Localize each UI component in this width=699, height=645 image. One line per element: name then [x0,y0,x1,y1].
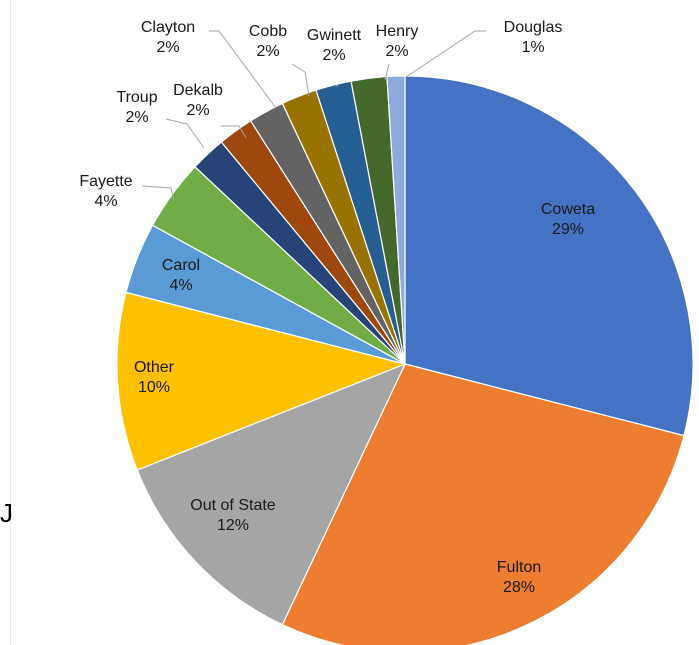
pie-slice-douglas [386,75,406,365]
leader-line-fayette [141,185,175,201]
data-label-fayette: Fayette 4% [79,173,132,210]
leader-line-henry [384,63,390,81]
data-label-gwinett: Gwinett 2% [307,27,362,64]
data-label-other: Other 10% [134,359,175,396]
leader-line-clayton [209,30,277,109]
data-label-cobb: Cobb 2% [249,23,287,60]
leader-line-gwinett [333,84,339,87]
edge-glyph-text: J [0,498,13,528]
data-label-coweta: Coweta 29% [541,201,595,238]
chart-frame: Coweta 29% Fulton 28% Out of State 12% Other 10… [10,0,699,645]
data-label-douglas: Douglas 1% [504,19,563,56]
leader-line-dekalb [221,125,247,139]
pie-slice-out-of-state [136,362,407,626]
data-label-troup: Troup 2% [116,89,157,126]
data-label-clayton: Clayton 2% [141,19,195,56]
data-label-fulton: Fulton 28% [497,559,541,596]
leader-line-cobb [291,63,310,97]
data-label-out-of-state: Out of State 12% [190,497,275,534]
data-label-henry: Henry 2% [376,23,419,60]
leader-line-douglas [405,30,486,78]
pie-slice-coweta [404,75,694,437]
pie-slice-other [116,291,407,471]
pie-chart: Coweta 29% Fulton 28% Out of State 12% Other 10… [79,19,694,645]
data-label-carol: Carol 4% [162,257,200,294]
leader-line-troup [165,118,205,149]
pie-slice-fulton [281,363,685,645]
data-label-dekalb: Dekalb 2% [173,82,223,119]
